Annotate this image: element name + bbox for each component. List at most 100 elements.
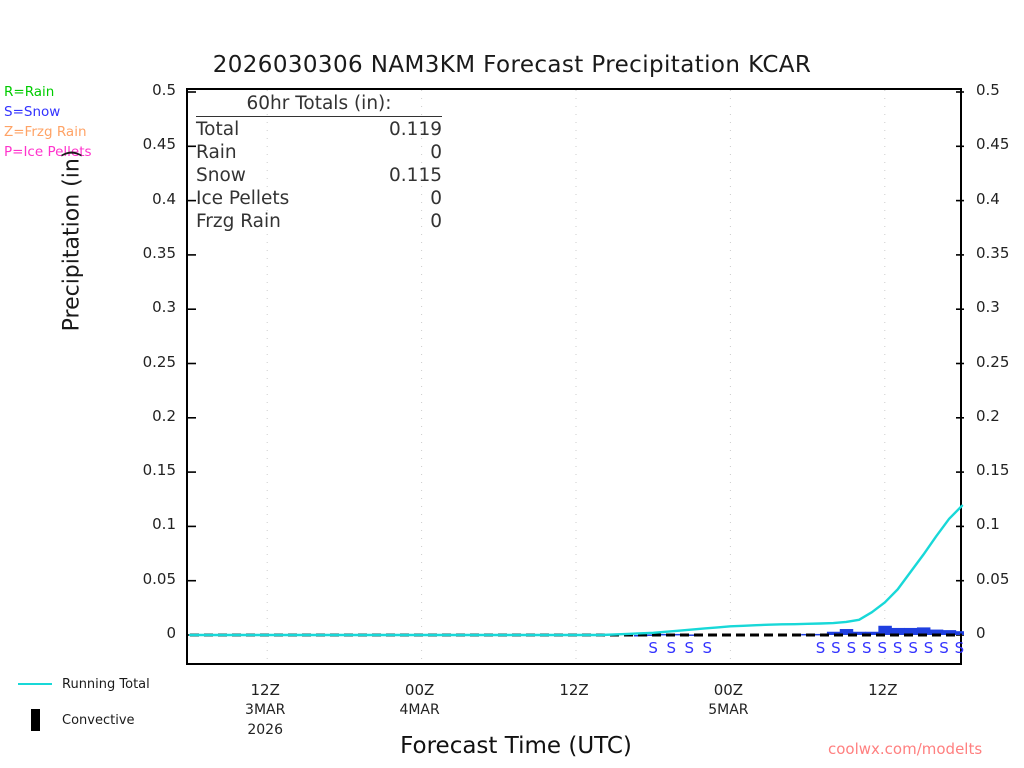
y-axis-tick-label-left: 0.15 [142,461,176,480]
totals-row-snow: Snow 0.115 [196,164,442,187]
totals-label-ice-pellets: Ice Pellets [196,188,290,209]
x-tick-time: 12Z [868,681,898,699]
y-axis-tick-label-right: 0.4 [976,189,1000,208]
totals-label-frzg-rain: Frzg Rain [196,211,281,232]
x-tick-time: 00Z [404,681,435,699]
y-axis-tick-label-left: 0.45 [142,135,176,154]
y-axis-title: Precipitation (in) [59,149,85,332]
precip-bar [955,631,964,635]
running-total-line [188,504,964,637]
ptype-marker-snow: S [831,639,841,657]
ptype-marker-snow: S [648,639,658,657]
ptype-marker-snow: S [939,639,949,657]
ptype-marker-snow: S [684,639,694,657]
y-axis-tick-label-right: 0.1 [976,515,1000,534]
page-title: 2026030306 NAM3KM Forecast Precipitation… [212,52,812,78]
totals-value-total: 0.119 [389,119,442,140]
ptype-marker-snow: S [877,639,887,657]
totals-label-total: Total [196,119,240,140]
ptype-marker-snow: S [893,639,903,657]
precip-bar [942,630,957,635]
ptype-marker-snow: S [862,639,872,657]
x-tick-time: 12Z [250,681,280,699]
y-axis-tick-label-left: 0.2 [152,406,176,425]
y-axis-tick-label-right: 0.35 [976,243,1010,262]
y-axis-tick-label-left: 0.4 [152,189,176,208]
totals-row-ice-pellets: Ice Pellets 0 [196,187,442,210]
legend-swatch-running-total [8,683,62,685]
y-axis-tick-label-left: 0.35 [142,243,176,262]
precip-bar [904,627,918,635]
y-axis-tick-label-right: 0.3 [976,298,1000,317]
ptype-marker-snow: S [847,639,857,657]
legend-swatch-convective [8,709,62,731]
x-tick-date: 4MAR [399,702,440,718]
totals-value-rain: 0 [430,142,442,163]
ptype-key-rain: R=Rain [4,84,55,100]
y-axis-tick-label-left: 0 [166,624,176,642]
precip-bar [685,634,699,636]
y-axis-tick-label-left: 0.3 [152,298,176,317]
precip-type-key: R=Rain S=Snow Z=Frzg Rain P=Ice Pellets [4,82,92,162]
totals-heading: 60hr Totals (in): [196,92,442,117]
ptype-key-freezing-rain: Z=Frzg Rain [4,124,87,140]
y-axis-tick-label-right: 0.25 [976,352,1010,371]
totals-label-snow: Snow [196,165,246,186]
chart-legend: Running Total Convective [8,666,150,738]
totals-row-rain: Rain 0 [196,141,442,164]
y-axis-tick-label-left: 0.05 [142,569,176,588]
legend-label-convective: Convective [62,712,135,728]
ptype-key-ice-pellets: P=Ice Pellets [4,144,92,160]
x-axis-tick-label: 00Z 4MAR [360,680,480,720]
precip-bar [839,629,854,635]
ptype-key-snow: S=Snow [4,104,61,120]
ptype-marker-snow: S [955,639,964,657]
x-tick-date: 5MAR [708,702,749,718]
y-axis-tick-label-right: 0.05 [976,569,1010,588]
x-axis-tick-label: 12Z [514,680,634,700]
x-axis-title: Forecast Time (UTC) [400,733,632,759]
precip-bar [672,633,686,636]
precip-bar [929,629,944,635]
legend-item-convective: Convective [8,702,150,738]
totals-value-snow: 0.115 [389,165,442,186]
x-axis-tick-label: 12Z 3MAR 2026 [205,680,325,740]
precip-bar [826,631,841,635]
precip-bar [916,627,931,635]
y-axis-tick-label-right: 0.2 [976,406,1000,425]
x-tick-time: 12Z [559,681,589,699]
line-swatch-icon [18,683,52,685]
totals-label-rain: Rain [196,142,237,163]
legend-item-running-total: Running Total [8,666,150,702]
x-tick-time: 00Z [713,681,744,699]
totals-box: 60hr Totals (in): Total 0.119 Rain 0 Sno… [196,92,442,233]
precip-bar [852,631,867,635]
precip-bar [878,625,892,635]
ptype-marker-snow: S [666,639,676,657]
y-axis-tick-label-left: 0.5 [152,81,176,99]
y-axis-tick-label-left: 0.25 [142,352,176,371]
totals-row-frzg-rain: Frzg Rain 0 [196,210,442,233]
ptype-marker-snow: S [702,639,712,657]
watermark: coolwx.com/modelts [828,740,983,758]
ptype-marker-snow: S [816,639,826,657]
y-axis-tick-label-right: 0.5 [976,81,1000,99]
x-axis-tick-label: 12Z [823,680,943,700]
totals-row-total: Total 0.119 [196,118,442,141]
bar-swatch-icon [30,709,40,731]
x-tick-year: 2026 [247,722,283,738]
x-tick-date: 3MAR [245,702,286,718]
precip-bar [891,627,905,635]
y-axis-tick-label-right: 0 [976,624,986,642]
ptype-marker-snow: S [908,639,918,657]
totals-value-frzg-rain: 0 [430,211,442,232]
y-axis-tick-label-right: 0.45 [976,135,1010,154]
y-axis-tick-label-left: 0.1 [152,515,176,534]
totals-value-ice-pellets: 0 [430,188,442,209]
ptype-marker-snow: S [924,639,934,657]
y-axis-tick-label-right: 0.15 [976,461,1010,480]
x-axis-tick-label: 00Z 5MAR [668,680,788,720]
